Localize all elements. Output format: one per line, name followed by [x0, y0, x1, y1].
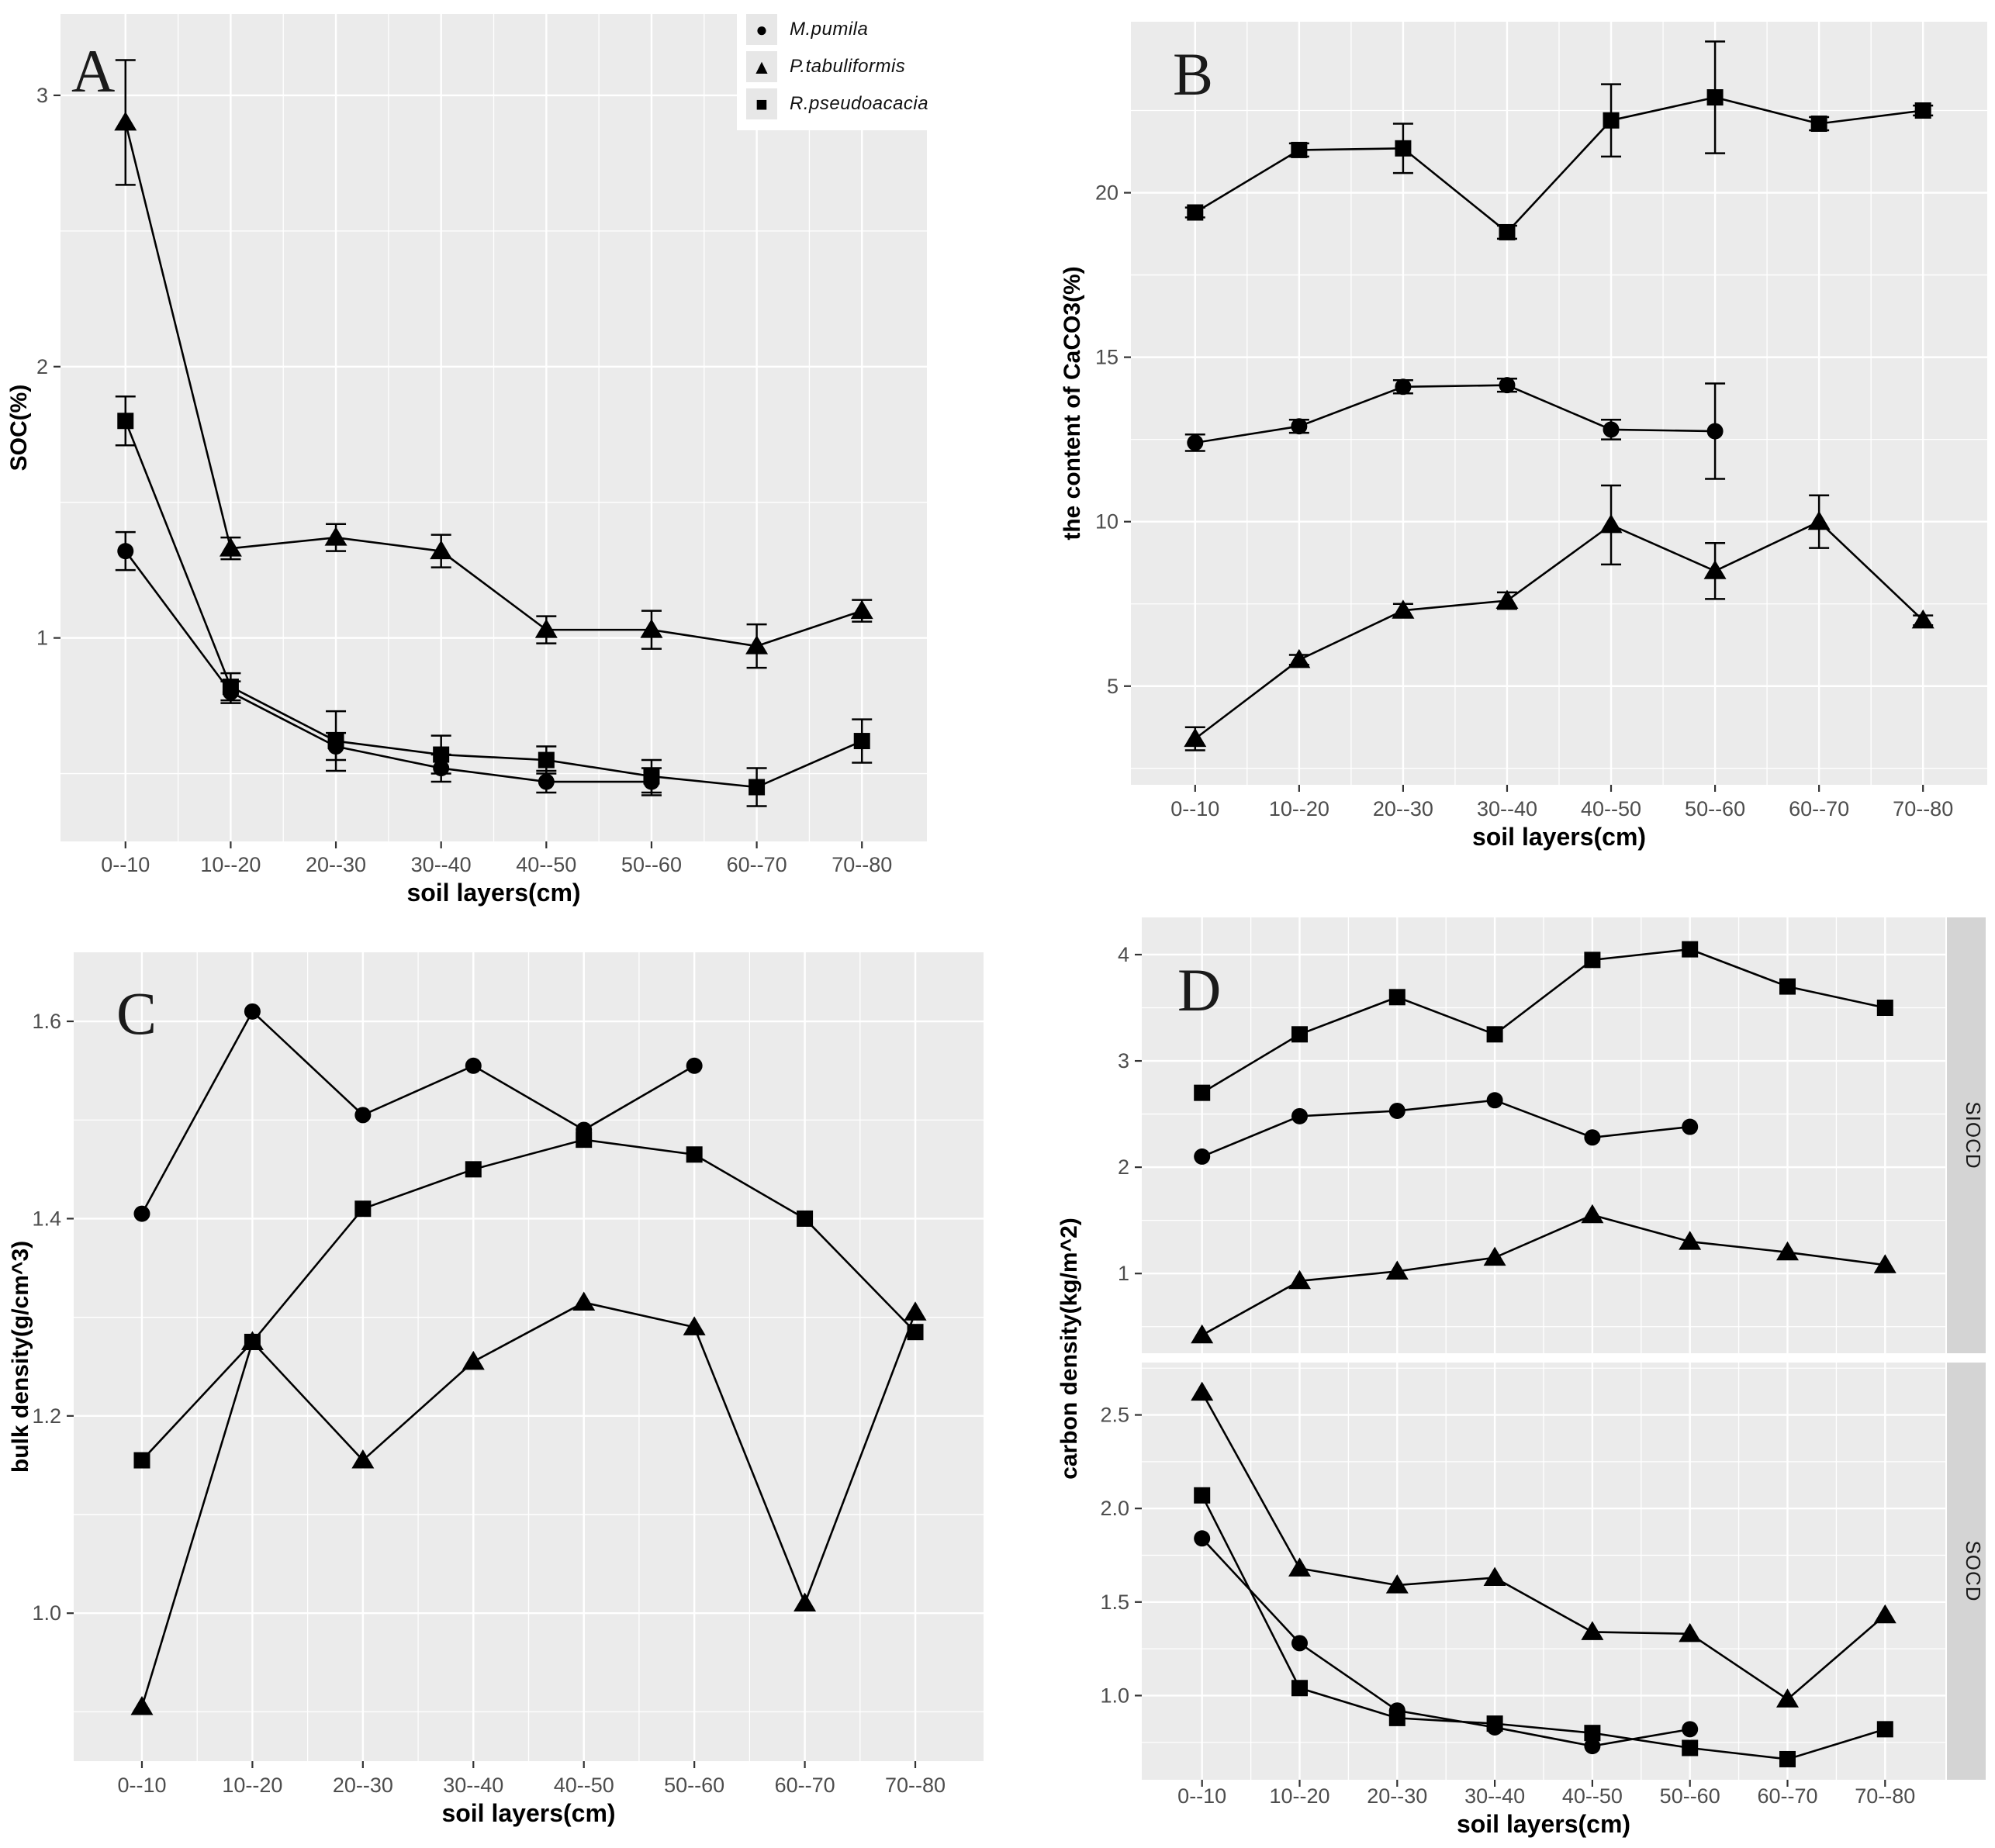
- panel-b-chart: 20 15 10 5 0--10 10--20 20--30 30--40 40--50 50--…: [1060, 22, 1987, 851]
- panel-c-chart: 1.6 1.4 1.2 1.0 0--10 10--20 20--30 30--40 40--5…: [8, 952, 984, 1827]
- svg-text:bulk density(g/cm^3): bulk density(g/cm^3): [8, 1241, 33, 1473]
- svg-text:20--30: 20--30: [306, 853, 366, 876]
- svg-text:30--40: 30--40: [443, 1774, 503, 1797]
- svg-text:1: 1: [36, 627, 48, 650]
- panel-b: 20 15 10 5 0--10 10--20 20--30 30--40 40--50 50--…: [1047, 0, 1995, 917]
- svg-text:carbon density(kg/m^2): carbon density(kg/m^2): [1056, 1218, 1082, 1480]
- svg-text:the content of CaCO3(%): the content of CaCO3(%): [1060, 266, 1085, 540]
- legend-item: ▲ P.tabuliformis: [746, 51, 928, 82]
- svg-text:50--60: 50--60: [1685, 797, 1745, 820]
- svg-text:0--10: 0--10: [1177, 1784, 1226, 1808]
- svg-text:20: 20: [1095, 181, 1119, 205]
- svg-text:10: 10: [1095, 510, 1119, 534]
- svg-text:0--10: 0--10: [117, 1774, 166, 1797]
- panel-a-chart: 3 2 1 0--10 10--20 20--30 30--40 40--50 50--60 60…: [6, 14, 927, 907]
- legend-item-label: R.pseudoacacia: [790, 93, 929, 114]
- svg-text:C: C: [116, 979, 157, 1047]
- svg-text:70--80: 70--80: [832, 853, 892, 876]
- svg-text:3: 3: [36, 84, 48, 107]
- svg-text:20--30: 20--30: [1367, 1784, 1427, 1808]
- triangle-marker-icon: ▲: [746, 51, 777, 82]
- svg-text:soil layers(cm): soil layers(cm): [1472, 823, 1646, 851]
- svg-text:SIOCD: SIOCD: [1962, 1101, 1985, 1169]
- svg-text:30--40: 30--40: [1477, 797, 1537, 820]
- legend: ● M.pumila ▲ P.tabuliformis ■ R.pseudoac…: [737, 5, 963, 130]
- svg-text:4: 4: [1118, 943, 1129, 966]
- svg-text:10--20: 10--20: [1269, 1784, 1329, 1808]
- svg-text:1.0: 1.0: [32, 1601, 61, 1625]
- legend-item-label: P.tabuliformis: [790, 56, 906, 77]
- svg-text:10--20: 10--20: [222, 1774, 282, 1797]
- svg-text:soil layers(cm): soil layers(cm): [441, 1799, 615, 1827]
- svg-text:50--60: 50--60: [621, 853, 682, 876]
- legend-item-label: M.pumila: [790, 19, 869, 40]
- svg-text:15: 15: [1095, 346, 1119, 369]
- svg-text:0--10: 0--10: [1170, 797, 1219, 820]
- svg-text:2: 2: [1118, 1155, 1129, 1179]
- svg-text:60--70: 60--70: [1757, 1784, 1817, 1808]
- legend-item: ● M.pumila: [746, 14, 928, 45]
- svg-text:1.4: 1.4: [32, 1207, 61, 1230]
- svg-text:0--10: 0--10: [101, 853, 150, 876]
- svg-text:1.5: 1.5: [1100, 1591, 1129, 1614]
- svg-text:70--80: 70--80: [885, 1774, 946, 1797]
- svg-text:SOC(%): SOC(%): [6, 385, 32, 471]
- square-marker-icon: ■: [746, 88, 777, 119]
- svg-text:60--70: 60--70: [1789, 797, 1849, 820]
- svg-text:50--60: 50--60: [664, 1774, 724, 1797]
- svg-text:10--20: 10--20: [1269, 797, 1329, 820]
- circle-marker-icon: ●: [746, 14, 777, 45]
- svg-text:1.0: 1.0: [1100, 1684, 1129, 1707]
- svg-text:soil layers(cm): soil layers(cm): [1457, 1810, 1630, 1838]
- svg-text:60--70: 60--70: [775, 1774, 835, 1797]
- svg-text:40--50: 40--50: [516, 853, 576, 876]
- svg-text:SOCD: SOCD: [1962, 1540, 1985, 1601]
- svg-text:10--20: 10--20: [200, 853, 261, 876]
- svg-text:50--60: 50--60: [1660, 1784, 1720, 1808]
- svg-text:1: 1: [1118, 1262, 1129, 1285]
- svg-text:D: D: [1177, 956, 1221, 1024]
- svg-text:20--30: 20--30: [333, 1774, 393, 1797]
- panel-c: 1.6 1.4 1.2 1.0 0--10 10--20 20--30 30--40 40--5…: [0, 917, 1047, 1848]
- svg-text:2: 2: [36, 355, 48, 378]
- panel-d-chart: 4 3 2 1 SIOCD 2.5 2.0 1.5 1.0 SOCD 0--10 10--20 20--…: [1056, 917, 1986, 1838]
- svg-text:20--30: 20--30: [1373, 797, 1433, 820]
- svg-text:30--40: 30--40: [411, 853, 472, 876]
- svg-text:40--50: 40--50: [1581, 797, 1641, 820]
- svg-text:3: 3: [1118, 1049, 1129, 1073]
- svg-text:1.2: 1.2: [32, 1404, 61, 1428]
- svg-text:1.6: 1.6: [32, 1010, 61, 1033]
- svg-text:2.5: 2.5: [1100, 1404, 1129, 1427]
- svg-text:soil layers(cm): soil layers(cm): [406, 879, 580, 907]
- svg-text:5: 5: [1107, 675, 1119, 698]
- panel-d: 4 3 2 1 SIOCD 2.5 2.0 1.5 1.0 SOCD 0--10 10--20 20--…: [1047, 917, 1995, 1848]
- svg-text:40--50: 40--50: [1562, 1784, 1623, 1808]
- svg-text:60--70: 60--70: [727, 853, 787, 876]
- svg-text:40--50: 40--50: [554, 1774, 614, 1797]
- svg-text:70--80: 70--80: [1855, 1784, 1915, 1808]
- svg-text:2.0: 2.0: [1100, 1497, 1129, 1520]
- svg-text:70--80: 70--80: [1893, 797, 1953, 820]
- svg-text:B: B: [1173, 40, 1213, 108]
- legend-item: ■ R.pseudoacacia: [746, 88, 928, 119]
- panel-a: 3 2 1 0--10 10--20 20--30 30--40 40--50 50--60 60…: [0, 0, 1047, 917]
- svg-text:A: A: [71, 37, 115, 105]
- svg-text:30--40: 30--40: [1464, 1784, 1525, 1808]
